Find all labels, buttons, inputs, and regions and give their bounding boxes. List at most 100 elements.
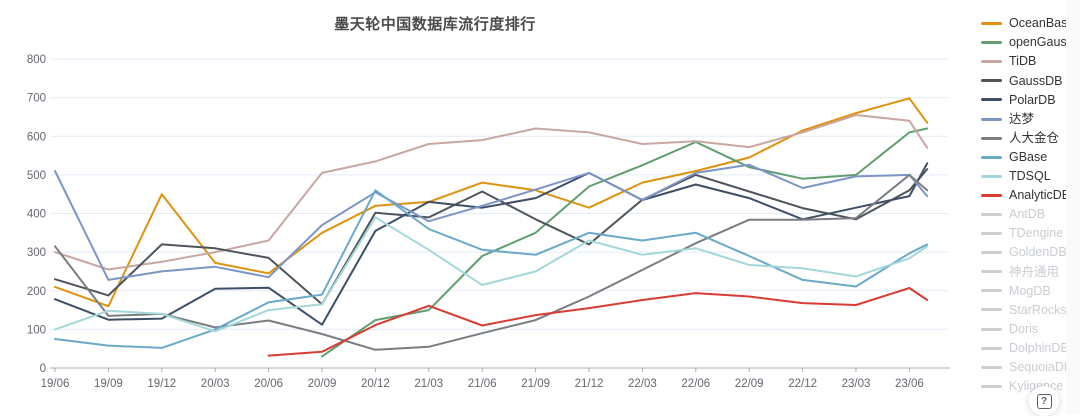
legend-item-label: 神舟通用 bbox=[1009, 264, 1060, 279]
svg-text:400: 400 bbox=[27, 209, 46, 221]
legend-item-label: TDengine bbox=[1009, 226, 1064, 241]
legend-item-label: Doris bbox=[1009, 321, 1039, 336]
legend-line-icon bbox=[981, 212, 1002, 216]
svg-text:800: 800 bbox=[27, 54, 46, 66]
legend-item-label: AntDB bbox=[1009, 207, 1046, 222]
svg-text:700: 700 bbox=[27, 93, 46, 105]
chart-title: 墨天轮中国数据库流行度排行 bbox=[334, 16, 536, 33]
legend-item-label: TDSQL bbox=[1009, 169, 1051, 184]
svg-text:20/06: 20/06 bbox=[254, 378, 283, 390]
legend-item-StarRocks[interactable]: StarRocks bbox=[981, 300, 1080, 319]
svg-text:300: 300 bbox=[27, 247, 46, 259]
series-line-GaussDB bbox=[54, 168, 929, 306]
legend-item-SequoiaDB[interactable]: SequoiaDB bbox=[981, 358, 1080, 377]
svg-text:200: 200 bbox=[27, 286, 46, 298]
legend-item-AnalyticDB[interactable]: AnalyticDB bbox=[981, 186, 1080, 205]
svg-text:23/03: 23/03 bbox=[842, 378, 871, 390]
question-icon: ? bbox=[1036, 393, 1052, 409]
svg-text:500: 500 bbox=[27, 170, 46, 182]
series-line-OceanBase bbox=[54, 97, 929, 308]
svg-text:22/03: 22/03 bbox=[628, 378, 657, 390]
legend-line-icon bbox=[981, 346, 1002, 350]
legend-line-icon bbox=[981, 117, 1002, 121]
series-line-达梦 bbox=[54, 163, 929, 281]
svg-text:22/06: 22/06 bbox=[681, 378, 710, 390]
line-chart-canvas[interactable]: 0 100 200 300 400 500 600 700 800 19/06 19/09 19/12… bbox=[0, 0, 962, 414]
legend-item-OceanBase[interactable]: OceanBase bbox=[981, 14, 1080, 33]
series-line-AnalyticDB bbox=[267, 287, 929, 357]
legend-item-label: GBase bbox=[1009, 149, 1048, 164]
legend-item-MogDB[interactable]: MogDB bbox=[981, 281, 1080, 300]
legend-line-icon bbox=[981, 22, 1002, 26]
page-scroll-gutter bbox=[1066, 0, 1080, 414]
legend-line-icon bbox=[981, 193, 1002, 197]
legend-line-icon bbox=[981, 251, 1002, 255]
legend-line-icon bbox=[981, 365, 1002, 369]
legend-item-PolarDB[interactable]: PolarDB bbox=[981, 90, 1080, 109]
y-axis-labels: 0 100 200 300 400 500 600 700 800 bbox=[27, 54, 46, 375]
legend-item-Doris[interactable]: Doris bbox=[981, 320, 1080, 339]
legend-item-AntDB[interactable]: AntDB bbox=[981, 205, 1080, 224]
svg-text:22/12: 22/12 bbox=[788, 378, 817, 390]
help-button[interactable]: ? bbox=[1029, 386, 1059, 416]
legend-line-icon bbox=[981, 155, 1002, 159]
legend-line-icon bbox=[981, 41, 1002, 45]
svg-text:21/12: 21/12 bbox=[575, 378, 604, 390]
x-axis bbox=[50, 367, 950, 372]
chart-legend: OceanBase openGauss TiDB GaussDB PolarDB 达梦人大… bbox=[981, 14, 1080, 396]
svg-text:20/09: 20/09 bbox=[308, 378, 337, 390]
legend-line-icon bbox=[981, 98, 1002, 102]
svg-text:21/09: 21/09 bbox=[521, 378, 550, 390]
legend-item-label: 人大金仓 bbox=[1009, 130, 1060, 145]
legend-item-label: OceanBase bbox=[1009, 16, 1075, 31]
series-line-TiDB bbox=[54, 114, 929, 271]
series-lines bbox=[54, 97, 929, 358]
legend-item-label: openGauss bbox=[1009, 35, 1073, 50]
series-line-PolarDB bbox=[54, 162, 929, 326]
legend-item-label: GaussDB bbox=[1009, 73, 1063, 88]
legend-line-icon bbox=[981, 289, 1002, 293]
legend-line-icon bbox=[981, 79, 1002, 83]
svg-text:23/06: 23/06 bbox=[895, 378, 924, 390]
legend-line-icon bbox=[981, 384, 1002, 388]
legend-line-icon bbox=[981, 308, 1002, 312]
legend-line-icon bbox=[981, 327, 1002, 331]
legend-item-TDengine[interactable]: TDengine bbox=[981, 224, 1080, 243]
svg-text:21/06: 21/06 bbox=[468, 378, 497, 390]
legend-item-TDSQL[interactable]: TDSQL bbox=[981, 167, 1080, 186]
legend-item-DolphinDB[interactable]: DolphinDB bbox=[981, 339, 1080, 358]
svg-text:19/09: 19/09 bbox=[94, 378, 123, 390]
legend-item-神舟通用[interactable]: 神舟通用 bbox=[981, 262, 1080, 281]
legend-line-icon bbox=[981, 174, 1002, 178]
legend-item-TiDB[interactable]: TiDB bbox=[981, 52, 1080, 71]
legend-item-人大金仓[interactable]: 人大金仓 bbox=[981, 129, 1080, 148]
legend-line-icon bbox=[981, 60, 1002, 64]
legend-item-label: DolphinDB bbox=[1009, 340, 1069, 355]
svg-text:100: 100 bbox=[27, 324, 46, 336]
legend-item-label: 达梦 bbox=[1009, 111, 1035, 126]
legend-item-label: SequoiaDB bbox=[1009, 359, 1073, 374]
legend-line-icon bbox=[981, 232, 1002, 236]
legend-item-openGauss[interactable]: openGauss bbox=[981, 33, 1080, 52]
svg-text:19/06: 19/06 bbox=[41, 378, 70, 390]
svg-text:600: 600 bbox=[27, 131, 46, 143]
legend-item-GaussDB[interactable]: GaussDB bbox=[981, 71, 1080, 90]
svg-text:20/12: 20/12 bbox=[361, 378, 390, 390]
legend-item-GoldenDB[interactable]: GoldenDB bbox=[981, 243, 1080, 262]
legend-line-icon bbox=[981, 270, 1002, 274]
svg-text:19/12: 19/12 bbox=[147, 378, 176, 390]
legend-item-label: GoldenDB bbox=[1009, 245, 1067, 260]
legend-item-label: StarRocks bbox=[1009, 302, 1067, 317]
svg-text:20/03: 20/03 bbox=[201, 378, 230, 390]
legend-item-label: TiDB bbox=[1009, 54, 1037, 69]
svg-text:21/03: 21/03 bbox=[414, 378, 443, 390]
grid-lines bbox=[50, 58, 948, 330]
series-line-TDSQL bbox=[54, 216, 929, 333]
series-line-openGauss bbox=[321, 127, 929, 358]
svg-text:0: 0 bbox=[40, 363, 46, 375]
x-axis-labels: 19/06 19/09 19/12 20/03 20/06 20/09 20/12 21/03… bbox=[41, 378, 924, 390]
legend-item-达梦[interactable]: 达梦 bbox=[981, 109, 1080, 128]
legend-item-label: MogDB bbox=[1009, 283, 1051, 298]
legend-item-GBase[interactable]: GBase bbox=[981, 148, 1080, 167]
